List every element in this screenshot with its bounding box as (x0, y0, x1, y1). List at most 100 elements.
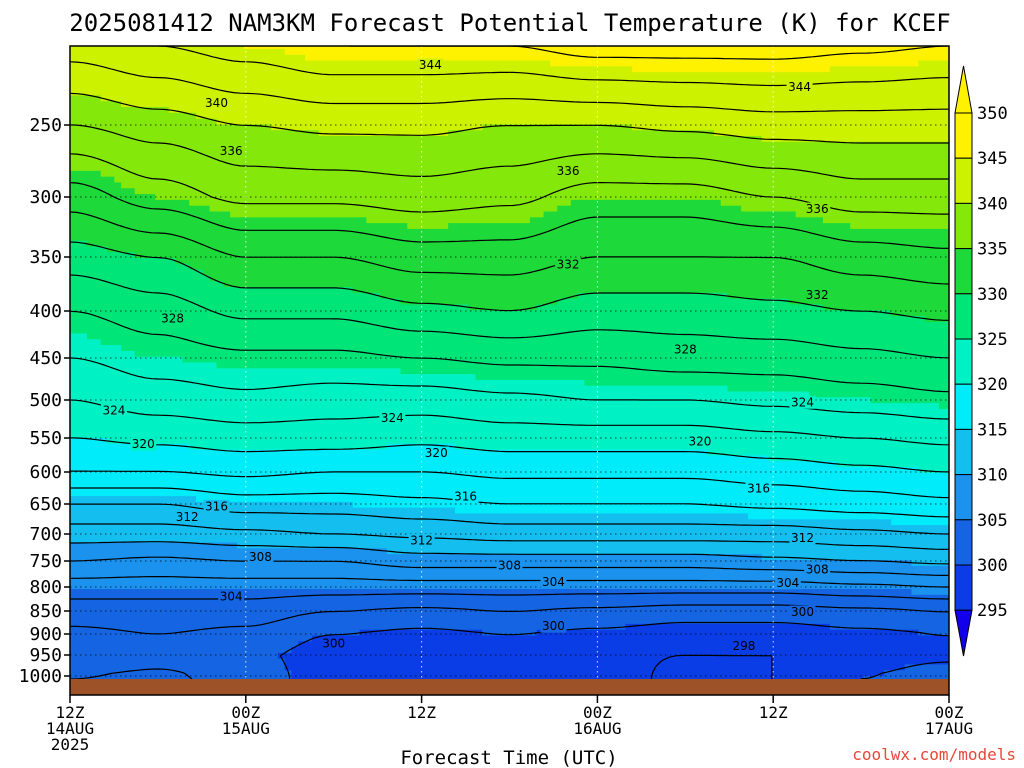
contour-line-334 (70, 182, 949, 249)
contour-band (196, 112, 949, 120)
contour-label-bg (804, 202, 831, 216)
contour-band (925, 316, 949, 323)
contour-band (70, 141, 949, 149)
contour-label-bg (774, 576, 801, 590)
colorbar-band (954, 338, 973, 385)
colorbar-band (954, 474, 973, 521)
contour-band (70, 304, 470, 311)
contour-band (70, 449, 708, 457)
colorbar-label: 345 (977, 149, 1008, 169)
contour-band (70, 118, 218, 125)
colorbar-label: 300 (977, 556, 1008, 576)
contour-band (70, 484, 949, 491)
contour-band (70, 60, 551, 67)
contour-label: 328 (161, 312, 184, 326)
contour-band (196, 496, 949, 503)
contour-line-304 (70, 592, 949, 600)
contour-band (475, 374, 949, 381)
contour-band (70, 652, 279, 660)
contour-band (570, 199, 722, 207)
contour-band (70, 554, 763, 561)
contour-label: 324 (102, 404, 125, 418)
contour-label: 312 (176, 510, 199, 524)
contour-band (70, 234, 949, 242)
x-tick-label: 16AUG (573, 719, 621, 738)
contour-band (891, 310, 949, 317)
y-tick-label: 750 (29, 551, 62, 572)
contour-label-bg (320, 637, 347, 651)
contour-label: 308 (249, 550, 272, 564)
y-tick-label: 400 (29, 301, 62, 322)
contour-band (352, 287, 949, 294)
colorbar-label: 315 (977, 420, 1008, 440)
contour-band (70, 583, 949, 590)
contour-band (70, 170, 102, 178)
contour-label: 316 (205, 499, 228, 513)
contour-labels: 344 344 340 336 336 336 332 332 328 328 324 324 324 3… (100, 58, 831, 653)
contour-band (727, 385, 949, 393)
contour-band (70, 438, 109, 445)
y-tick-label: 700 (29, 524, 62, 545)
contour-band (938, 403, 949, 410)
contour-band (70, 525, 949, 532)
colorbar-label: 320 (977, 375, 1008, 395)
x-tick-label: 12Z (407, 703, 436, 722)
contour-band (836, 461, 949, 468)
contour-band (121, 182, 949, 189)
contour-band (386, 548, 949, 555)
contour-band (70, 159, 949, 166)
contour-band (236, 542, 949, 549)
contour-band (70, 228, 949, 236)
contour-band (70, 467, 919, 474)
contour-band (70, 101, 122, 108)
contour-label-bg (203, 96, 230, 110)
contour-label-bg (130, 437, 157, 451)
contour-label: 336 (220, 144, 243, 158)
colorbar-label: 295 (977, 601, 1008, 621)
contour-label: 336 (557, 164, 580, 178)
x-tick-label: 15AUG (222, 719, 270, 738)
contour-band (70, 263, 190, 271)
y-tick-label: 350 (29, 247, 62, 268)
x-tick-label: 00Z (935, 703, 964, 722)
contour-band (70, 136, 763, 143)
x-tick-label: 12Z (759, 703, 788, 722)
contour-band (918, 629, 949, 637)
contour-band (70, 408, 949, 416)
contour-band (454, 507, 949, 515)
colorbar-band (954, 157, 973, 204)
x-tick-label: 17AUG (925, 719, 973, 738)
contour-band (70, 641, 299, 648)
contour-line-312 (70, 523, 949, 550)
contour-label: 340 (205, 96, 228, 110)
contour-band (70, 472, 949, 480)
contour-band (788, 298, 949, 306)
contour-band (70, 112, 197, 120)
contour-band (70, 420, 949, 427)
contour-band (70, 275, 211, 282)
contour-band (70, 257, 177, 265)
contour-band (809, 391, 949, 398)
contour-band (70, 281, 224, 288)
contour-band (829, 66, 949, 73)
y-tick-label: 900 (29, 624, 62, 645)
contour-band (768, 455, 949, 462)
contour-band (114, 176, 949, 184)
contour-band (70, 676, 293, 679)
contour-line-310 (70, 541, 949, 565)
contour-band (168, 106, 949, 114)
contour-band (632, 124, 949, 131)
contour-band (70, 594, 949, 602)
contour-line-338 (70, 124, 949, 180)
chart-title: 2025081412 NAM3KM Forecast Potential Tem… (69, 9, 950, 37)
contour-band (70, 571, 949, 578)
contour-band (727, 292, 949, 300)
contour-band (70, 321, 949, 329)
contour-band (70, 106, 170, 114)
contour-band (70, 548, 388, 555)
contour-label: 344 (788, 80, 811, 94)
contour-band (70, 629, 361, 637)
colorbar-band (954, 112, 973, 159)
contour-band (70, 292, 381, 300)
colorbar-label: 350 (977, 104, 1008, 124)
